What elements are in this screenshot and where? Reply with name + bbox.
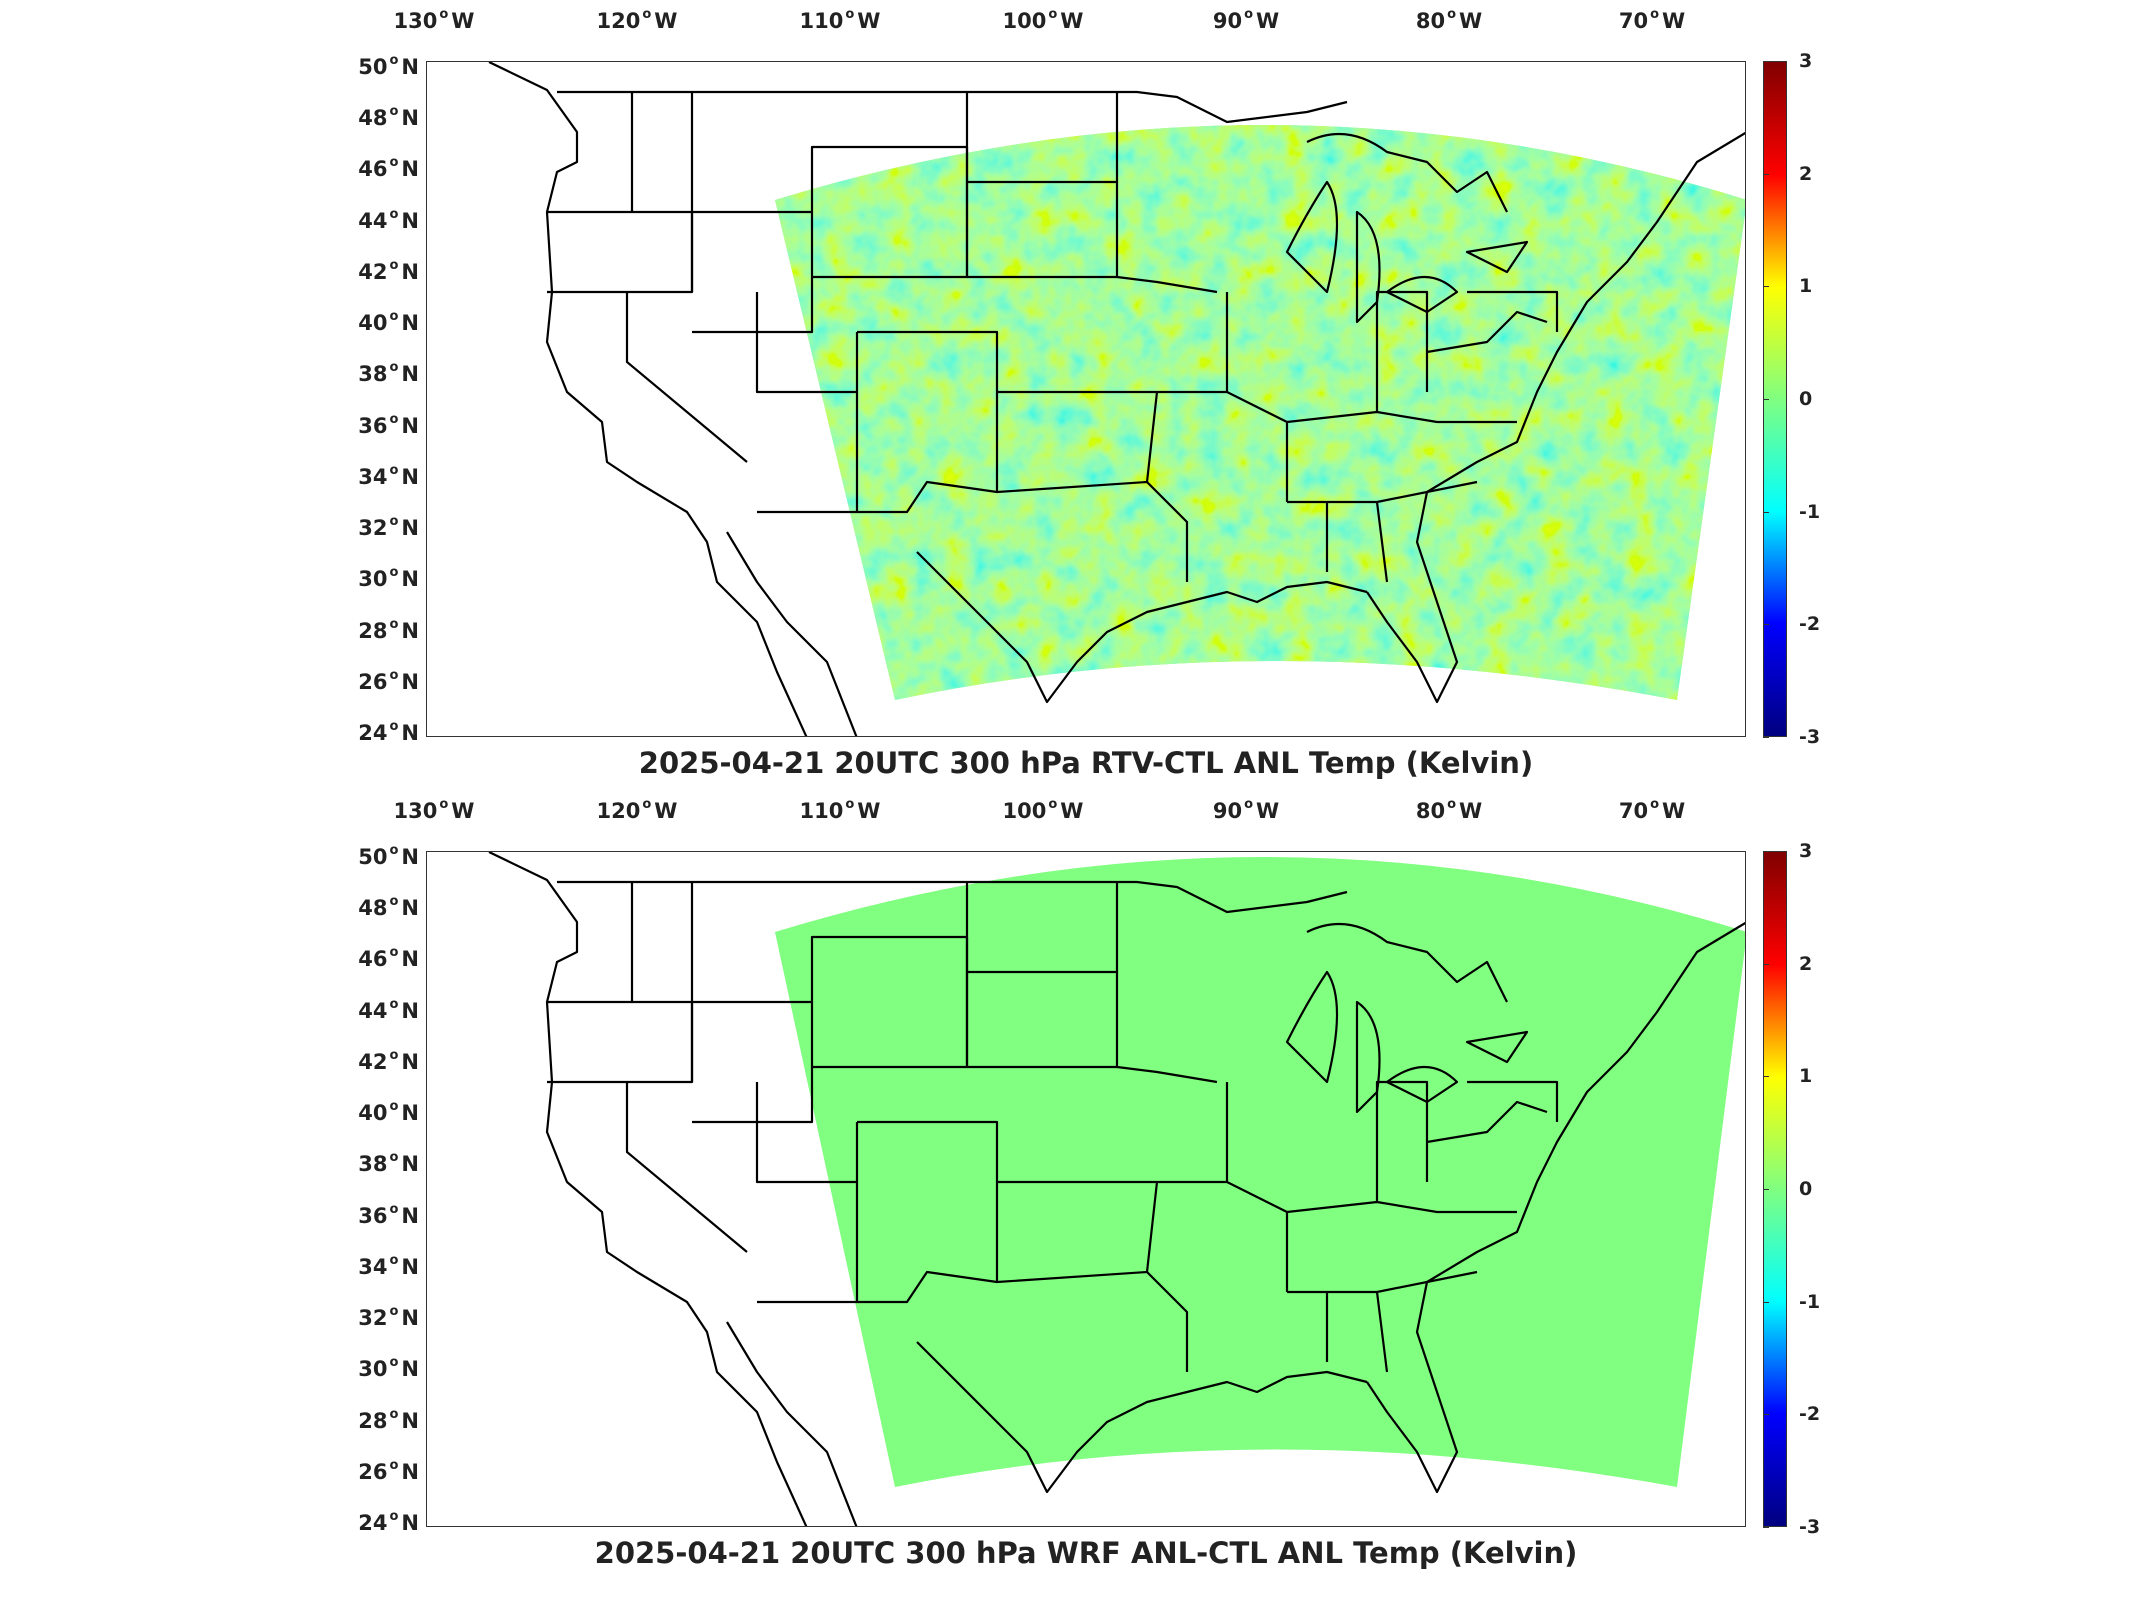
- lon-tick-label: 70 o W: [1618, 7, 1686, 33]
- map-outlines-top: [488, 62, 1745, 736]
- lat-tick-label: 48 o N: [358, 104, 419, 131]
- lon-tick-label: 130 o W: [393, 7, 475, 33]
- lat-tick-label: 30 o N: [358, 1355, 419, 1382]
- lat-tick-label: 40 o N: [358, 1099, 419, 1126]
- lat-tick-label: 50 o N: [358, 843, 419, 869]
- colorbar-tick-mark: [1763, 624, 1769, 626]
- map-plot-top: [426, 61, 1746, 737]
- colorbar-tick-mark: [1763, 737, 1769, 738]
- lon-tick-label: 80 o W: [1415, 797, 1483, 823]
- lat-tick-label: 46 o N: [358, 155, 419, 182]
- lat-tick-label: 44 o N: [358, 206, 419, 233]
- lon-tick-label: 70 o W: [1618, 797, 1686, 823]
- colorbar-tick-label: 0: [1799, 388, 1813, 410]
- lat-tick-label: 40 o N: [358, 309, 419, 336]
- lon-tick-label: 90 o W: [1212, 797, 1280, 823]
- lat-tick-label: 26 o N: [358, 667, 419, 694]
- lon-tick-label: 110 o W: [799, 797, 881, 823]
- lat-tick-label: 50 o N: [358, 53, 419, 79]
- lat-tick-label: 46 o N: [358, 945, 419, 972]
- colorbar-tick-label: 0: [1799, 1178, 1813, 1200]
- lon-tick-label: 80 o W: [1415, 7, 1483, 33]
- map-outlines-bottom: [488, 852, 1745, 1526]
- colorbar-tick-label: -3: [1799, 1516, 1821, 1538]
- colorbar-tick-label: 2: [1799, 162, 1813, 185]
- colorbar-tick-mark: [1763, 1189, 1769, 1190]
- lat-tick-label: 42 o N: [358, 1047, 419, 1074]
- lat-tick-label: 28 o N: [358, 1406, 419, 1433]
- lat-tick-label: 38 o N: [358, 360, 419, 387]
- colorbar-tick-mark: [1763, 399, 1769, 400]
- lat-tick-label: 36 o N: [358, 411, 419, 438]
- lon-tick-label: 120 o W: [596, 7, 678, 33]
- lat-tick-label: 36 o N: [358, 1201, 419, 1228]
- lon-tick-label: 130 o W: [393, 797, 475, 823]
- colorbar-tick-mark: [1763, 61, 1769, 62]
- lat-tick-label: 32 o N: [358, 1304, 419, 1331]
- lat-tick-label: 34 o N: [358, 462, 419, 489]
- lon-tick-label: 90 o W: [1212, 7, 1280, 33]
- colorbar-tick-label: 1: [1799, 275, 1813, 298]
- lat-tick-label: 34 o N: [358, 1252, 419, 1279]
- colorbar-tick-mark: [1763, 1527, 1769, 1528]
- colorbar-tick-mark: [1763, 851, 1769, 852]
- lat-tick-label: 48 o N: [358, 894, 419, 921]
- colorbar-tick-mark: [1763, 1414, 1769, 1416]
- lat-tick-label: 24 o N: [358, 1509, 419, 1535]
- data-field-bottom: [775, 857, 1745, 1487]
- colorbar-tick-mark: [1763, 511, 1769, 513]
- colorbar-tick-label: 3: [1799, 50, 1813, 72]
- lon-tick-label: 120 o W: [596, 797, 678, 823]
- colorbar-tick-mark: [1763, 1301, 1769, 1303]
- lat-tick-label: 38 o N: [358, 1150, 419, 1177]
- lat-tick-label: 32 o N: [358, 514, 419, 541]
- lat-tick-label: 24 o N: [358, 719, 419, 745]
- map-plot-bottom: [426, 851, 1746, 1527]
- data-field-top: [775, 125, 1745, 700]
- lat-tick-label: 28 o N: [358, 616, 419, 643]
- colorbar-tick-mark: [1763, 173, 1769, 175]
- lat-tick-label: 26 o N: [358, 1457, 419, 1484]
- colorbar-tick-label: -2: [1799, 613, 1821, 636]
- lon-tick-label: 100 o W: [1002, 7, 1084, 33]
- colorbar-tick-label: -1: [1799, 500, 1821, 523]
- panel-top: 2025-04-21 20UTC 300 hPa RTV-CTL ANL Tem…: [0, 0, 2133, 790]
- lat-tick-label: 44 o N: [358, 996, 419, 1023]
- colorbar-tick-label: 1: [1799, 1065, 1813, 1088]
- lat-tick-label: 42 o N: [358, 257, 419, 284]
- colorbar-tick-label: -3: [1799, 726, 1821, 748]
- colorbar-tick-label: -1: [1799, 1290, 1821, 1313]
- colorbar-tick-label: -2: [1799, 1403, 1821, 1426]
- colorbar-tick-label: 2: [1799, 952, 1813, 975]
- colorbar-tick-mark: [1763, 1076, 1769, 1078]
- panel-title-bottom: 2025-04-21 20UTC 300 hPa WRF ANL-CTL ANL…: [594, 1536, 1578, 1570]
- colorbar-tick-mark: [1763, 286, 1769, 288]
- panel-title-top: 2025-04-21 20UTC 300 hPa RTV-CTL ANL Tem…: [638, 746, 1534, 780]
- lon-tick-label: 110 o W: [799, 7, 881, 33]
- lon-tick-label: 100 o W: [1002, 797, 1084, 823]
- colorbar-tick-mark: [1763, 963, 1769, 965]
- map-svg-top: [488, 62, 1745, 736]
- colorbar-tick-label: 3: [1799, 840, 1813, 862]
- map-svg-bottom: [488, 852, 1745, 1526]
- lat-tick-label: 30 o N: [358, 565, 419, 592]
